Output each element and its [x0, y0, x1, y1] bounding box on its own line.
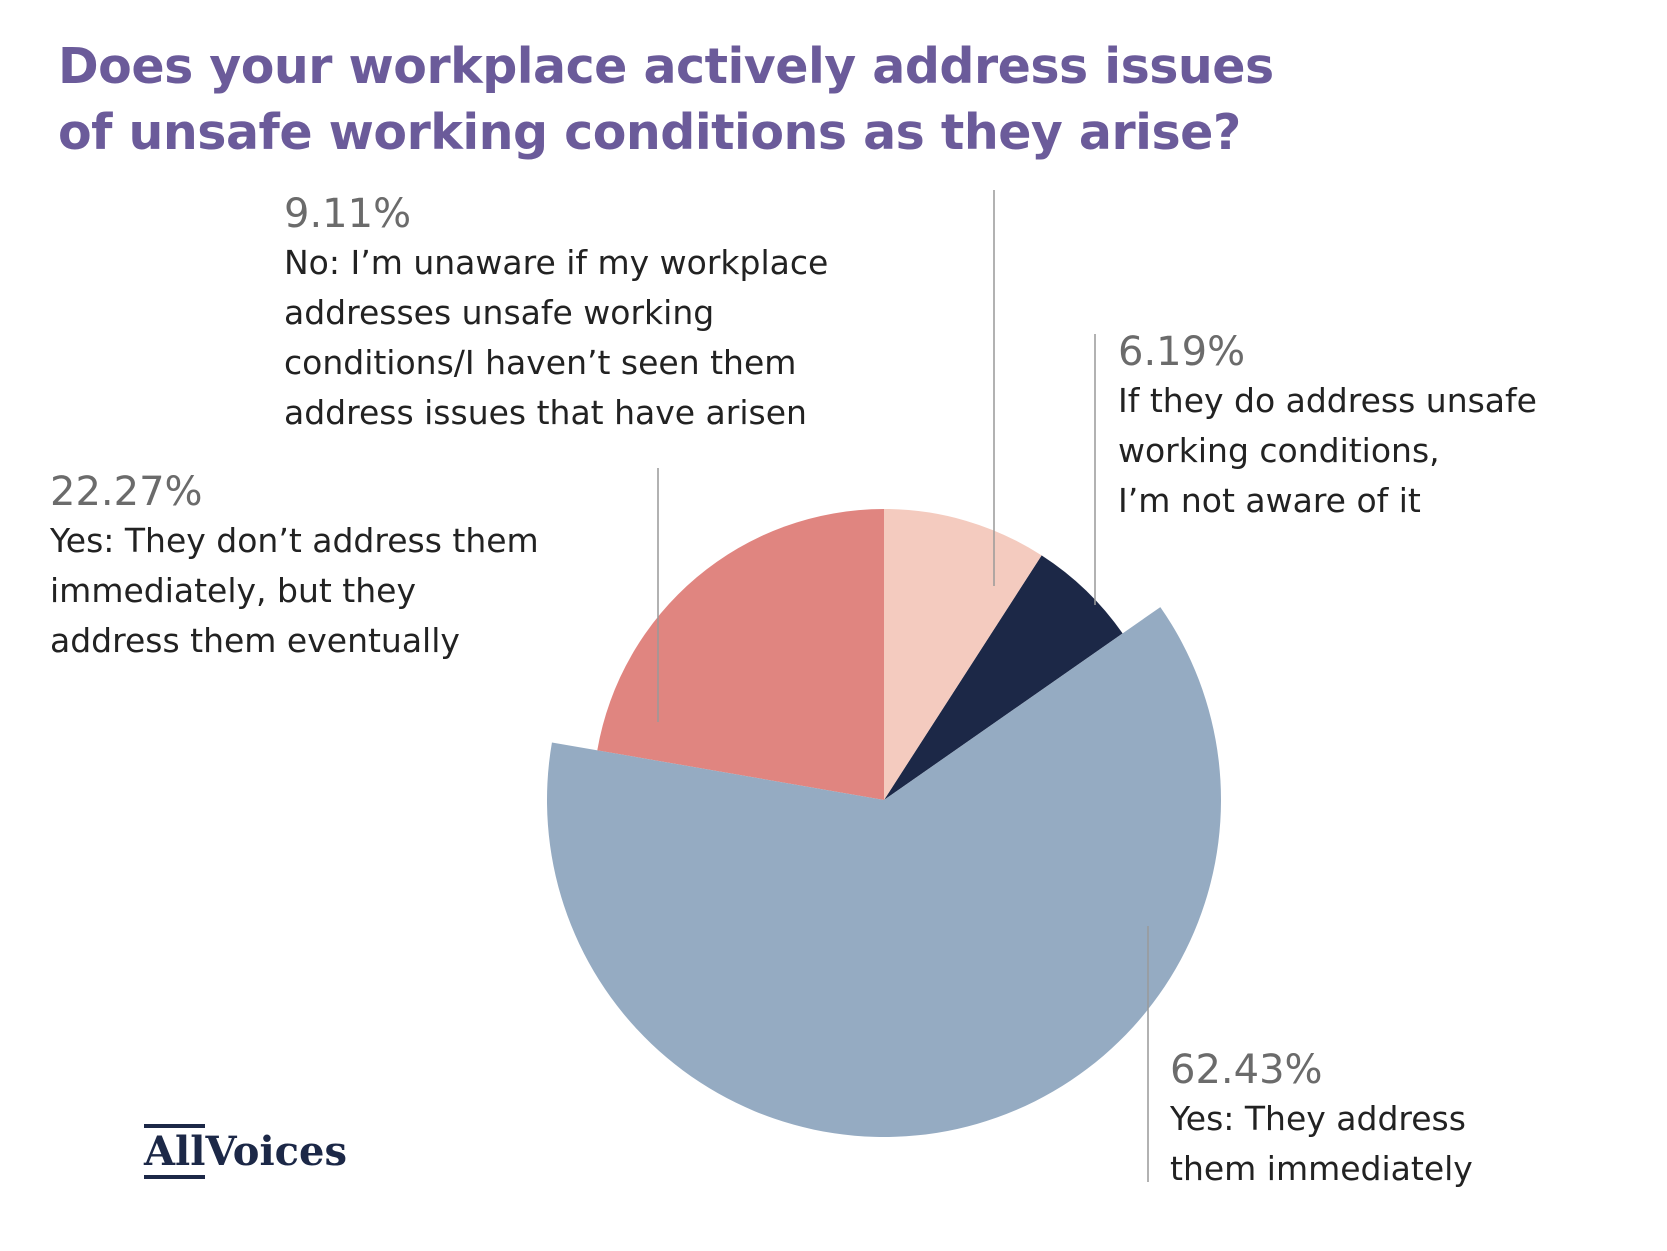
value-label: 22.27%: [50, 469, 203, 515]
value-label: 62.43%: [1170, 1047, 1323, 1093]
logo-part: All: [144, 1124, 206, 1179]
pie-slice: [547, 607, 1221, 1138]
category-label: Yes: They address them immediately: [1170, 1099, 1473, 1188]
value-label: 6.19%: [1118, 329, 1246, 375]
logo-part: Voices: [205, 1128, 347, 1175]
value-label: 9.11%: [284, 191, 412, 237]
category-label: No: I’m unaware if my workplace addresse…: [284, 243, 829, 432]
slice-label: 22.27% Yes: They don’t address them immed…: [50, 468, 539, 666]
logo: AllVoices: [144, 1124, 347, 1179]
pie-slice: [884, 509, 1042, 800]
chart-title: Does your workplace actively address iss…: [58, 38, 1274, 161]
pie-slice: [884, 555, 1123, 800]
slice-label: 9.11% No: I’m unaware if my workplace add…: [284, 190, 828, 438]
slice-label: 62.43% Yes: They address them immediately: [1170, 1046, 1473, 1194]
slice-label: 6.19% If they do address unsafe working c…: [1118, 328, 1537, 526]
pie-slice: [597, 509, 884, 800]
category-label: If they do address unsafe working condit…: [1118, 381, 1537, 520]
category-label: Yes: They don’t address them immediately…: [50, 521, 539, 660]
